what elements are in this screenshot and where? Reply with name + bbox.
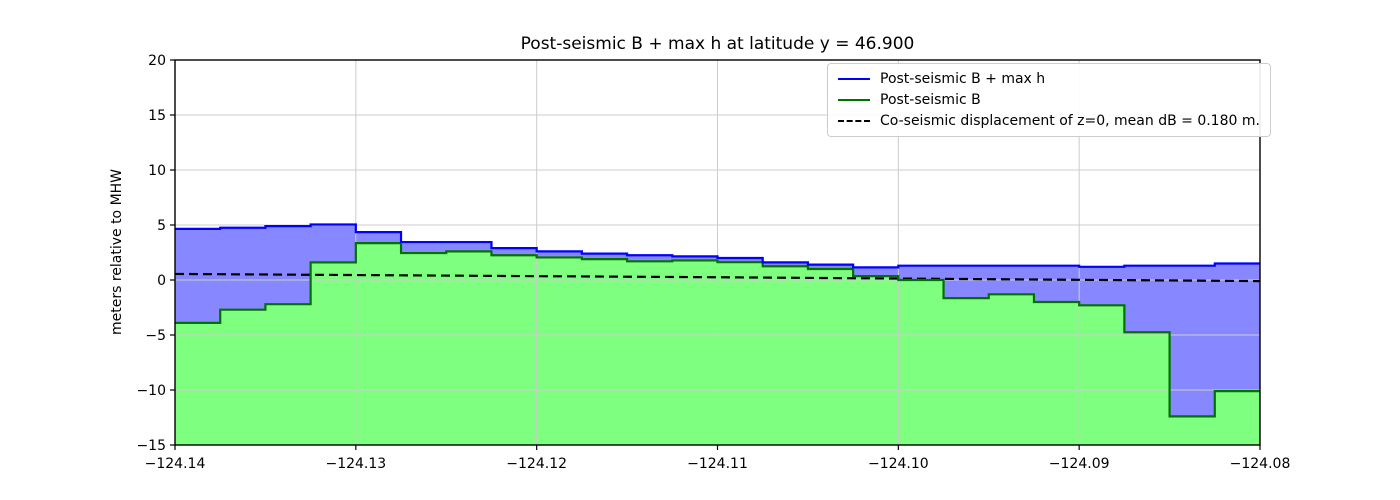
x-tick-label: −124.09 (1049, 456, 1110, 472)
y-tick-label: 5 (157, 218, 166, 234)
legend-line-sample-green (838, 99, 870, 101)
legend-label: Post-seismic B (880, 92, 981, 108)
y-tick-label: −5 (145, 328, 166, 344)
y-tick-label: 15 (148, 108, 166, 124)
legend-label: Post-seismic B + max h (880, 71, 1046, 87)
y-axis-label: meters relative to MHW (109, 168, 125, 336)
x-tick-label: −124.11 (687, 456, 748, 472)
y-tick-label: 0 (157, 273, 166, 289)
y-tick-label: −10 (136, 383, 166, 399)
y-tick-label: 20 (148, 53, 166, 69)
legend-item: Co-seismic displacement of z=0, mean dB … (838, 113, 1260, 129)
y-tick-label: 10 (148, 163, 166, 179)
axes-border (174, 59, 1261, 446)
legend: Post-seismic B + max h Post-seismic B Co… (827, 63, 1271, 137)
x-tick-label: −124.12 (506, 456, 567, 472)
x-tick-label: −124.14 (145, 456, 206, 472)
x-tick-label: −124.08 (1230, 456, 1291, 472)
legend-line-sample-blue (838, 78, 870, 80)
tick-marks (170, 59, 1261, 450)
legend-label: Co-seismic displacement of z=0, mean dB … (880, 113, 1260, 129)
b-plus-maxh-line (175, 223, 1260, 269)
legend-item: Post-seismic B + max h (838, 71, 1260, 87)
legend-line-sample-dashed (838, 120, 870, 122)
legend-item: Post-seismic B (838, 92, 1260, 108)
chart-title: Post-seismic B + max h at latitude y = 4… (520, 34, 915, 54)
co-seismic-displacement-line (174, 272, 1261, 283)
tick-labels: −124.14 −124.13 −124.12 −124.11 −124.10 −124.… (136, 53, 1290, 472)
y-tick-label: −15 (136, 438, 166, 454)
b-plus-maxh-area (175, 224, 1260, 417)
post-seismic-b-line (175, 242, 1260, 418)
x-tick-label: −124.10 (868, 456, 929, 472)
x-tick-label: −124.13 (325, 456, 386, 472)
